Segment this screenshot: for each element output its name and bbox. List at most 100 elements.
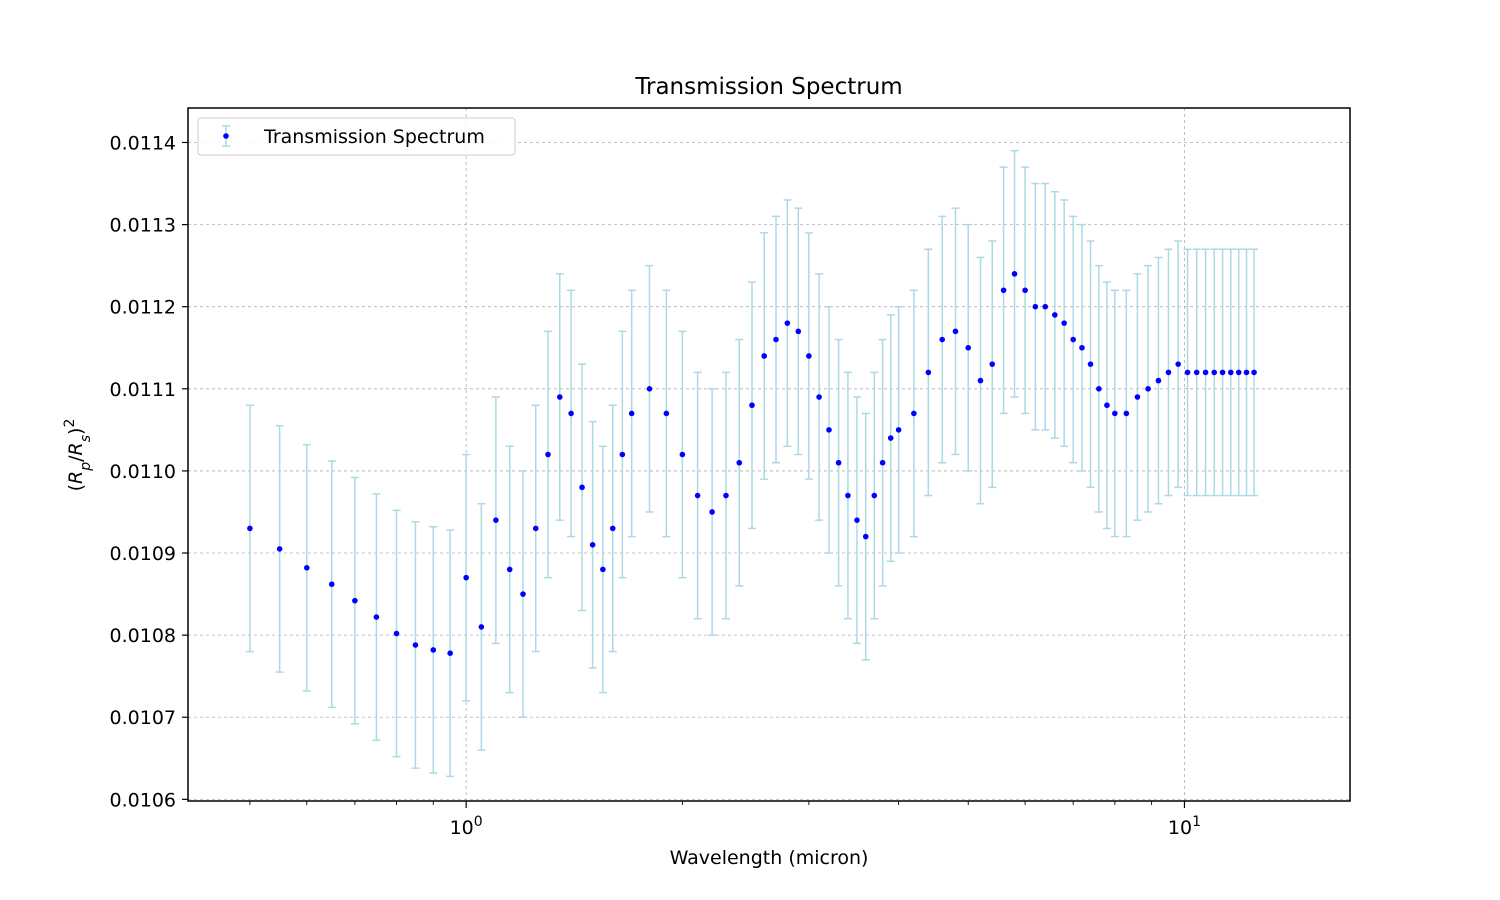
data-point xyxy=(1052,312,1058,318)
data-point xyxy=(430,647,437,653)
data-point xyxy=(1123,410,1130,417)
data-point xyxy=(871,492,878,499)
data-point xyxy=(761,353,768,359)
data-point xyxy=(816,394,822,400)
data-point xyxy=(1184,369,1191,376)
data-point xyxy=(1112,410,1118,417)
data-point xyxy=(1070,336,1076,343)
data-point xyxy=(532,525,539,532)
data-point xyxy=(1011,271,1018,277)
data-point xyxy=(723,492,729,499)
data-point xyxy=(784,320,791,326)
data-point xyxy=(1251,369,1257,376)
data-point xyxy=(276,546,283,552)
data-point xyxy=(412,642,419,648)
data-point xyxy=(1193,369,1200,376)
data-point xyxy=(506,566,513,573)
data-point xyxy=(879,459,886,466)
data-point xyxy=(925,369,932,376)
legend-marker-icon xyxy=(223,133,229,139)
legend-label: Transmission Spectrum xyxy=(263,126,485,148)
x-axis-label: Wavelength (micron) xyxy=(670,847,869,869)
data-point xyxy=(1022,287,1028,294)
data-point xyxy=(1165,369,1172,376)
data-point xyxy=(806,353,812,359)
y-tick-label: 0.0112 xyxy=(110,297,176,319)
legend: Transmission Spectrum xyxy=(197,117,516,156)
data-point xyxy=(709,509,715,515)
data-point xyxy=(328,581,335,588)
y-tick-label: 0.0107 xyxy=(110,707,176,729)
data-point xyxy=(478,624,485,630)
data-point xyxy=(556,394,563,400)
data-point xyxy=(1227,369,1234,376)
y-tick-label: 0.0109 xyxy=(110,543,176,565)
data-point xyxy=(773,336,779,343)
data-point xyxy=(826,427,832,433)
data-point xyxy=(463,574,469,581)
data-point xyxy=(1079,344,1085,351)
data-point xyxy=(1000,287,1007,294)
data-point xyxy=(520,591,526,597)
x-tick-label: 101 xyxy=(1168,814,1201,839)
data-point xyxy=(952,328,959,335)
data-point xyxy=(911,410,917,417)
data-point xyxy=(965,344,972,351)
data-point xyxy=(1243,369,1250,376)
data-point xyxy=(1134,394,1141,400)
data-point xyxy=(835,459,842,466)
data-point xyxy=(939,336,946,343)
plot-frame xyxy=(187,107,1351,802)
data-point xyxy=(1096,386,1102,392)
legend-box xyxy=(197,117,516,156)
chart-title: Transmission Spectrum xyxy=(634,74,902,100)
data-point xyxy=(1087,361,1094,367)
data-point xyxy=(568,410,574,417)
data-point xyxy=(600,566,606,573)
data-point xyxy=(887,435,894,441)
data-point xyxy=(1211,369,1217,376)
data-point xyxy=(663,410,670,417)
data-point xyxy=(845,492,851,499)
data-point xyxy=(989,361,996,367)
data-point xyxy=(247,525,253,532)
data-point xyxy=(609,525,616,532)
data-point xyxy=(646,386,653,392)
data-point xyxy=(447,650,453,657)
data-point xyxy=(1235,369,1242,376)
data-point xyxy=(628,410,635,417)
data-point xyxy=(895,427,902,433)
data-point xyxy=(1219,369,1226,376)
data-point xyxy=(619,451,626,458)
data-point xyxy=(352,597,358,604)
data-point xyxy=(579,484,585,491)
y-tick-label: 0.0106 xyxy=(110,789,176,811)
x-tick-label: 100 xyxy=(450,814,483,839)
data-point xyxy=(1145,386,1151,392)
y-tick-label: 0.0113 xyxy=(110,215,176,237)
data-point xyxy=(736,459,743,466)
data-point xyxy=(795,328,802,335)
data-point xyxy=(393,630,400,637)
y-tick-label: 0.0110 xyxy=(110,461,176,483)
data-point xyxy=(1042,303,1049,310)
data-point xyxy=(862,533,869,540)
data-point xyxy=(1104,402,1110,409)
data-point xyxy=(679,451,686,458)
y-tick-label: 0.0111 xyxy=(110,379,176,401)
data-point xyxy=(493,517,499,523)
data-point xyxy=(694,492,701,499)
data-point xyxy=(373,614,380,620)
data-point xyxy=(545,451,551,458)
y-tick-label: 0.0114 xyxy=(110,132,176,154)
data-point xyxy=(749,402,755,409)
data-point xyxy=(1155,377,1162,384)
data-point xyxy=(1202,369,1209,376)
data-point xyxy=(1032,303,1039,310)
y-tick-label: 0.0108 xyxy=(110,625,176,647)
tick-layer: 0.0106 0.0107 0.0108 0.0109 0.0110 0.0111 0.01… xyxy=(110,132,1202,839)
data-point xyxy=(589,542,596,548)
point-layer xyxy=(247,271,1257,657)
data-point xyxy=(303,565,310,571)
